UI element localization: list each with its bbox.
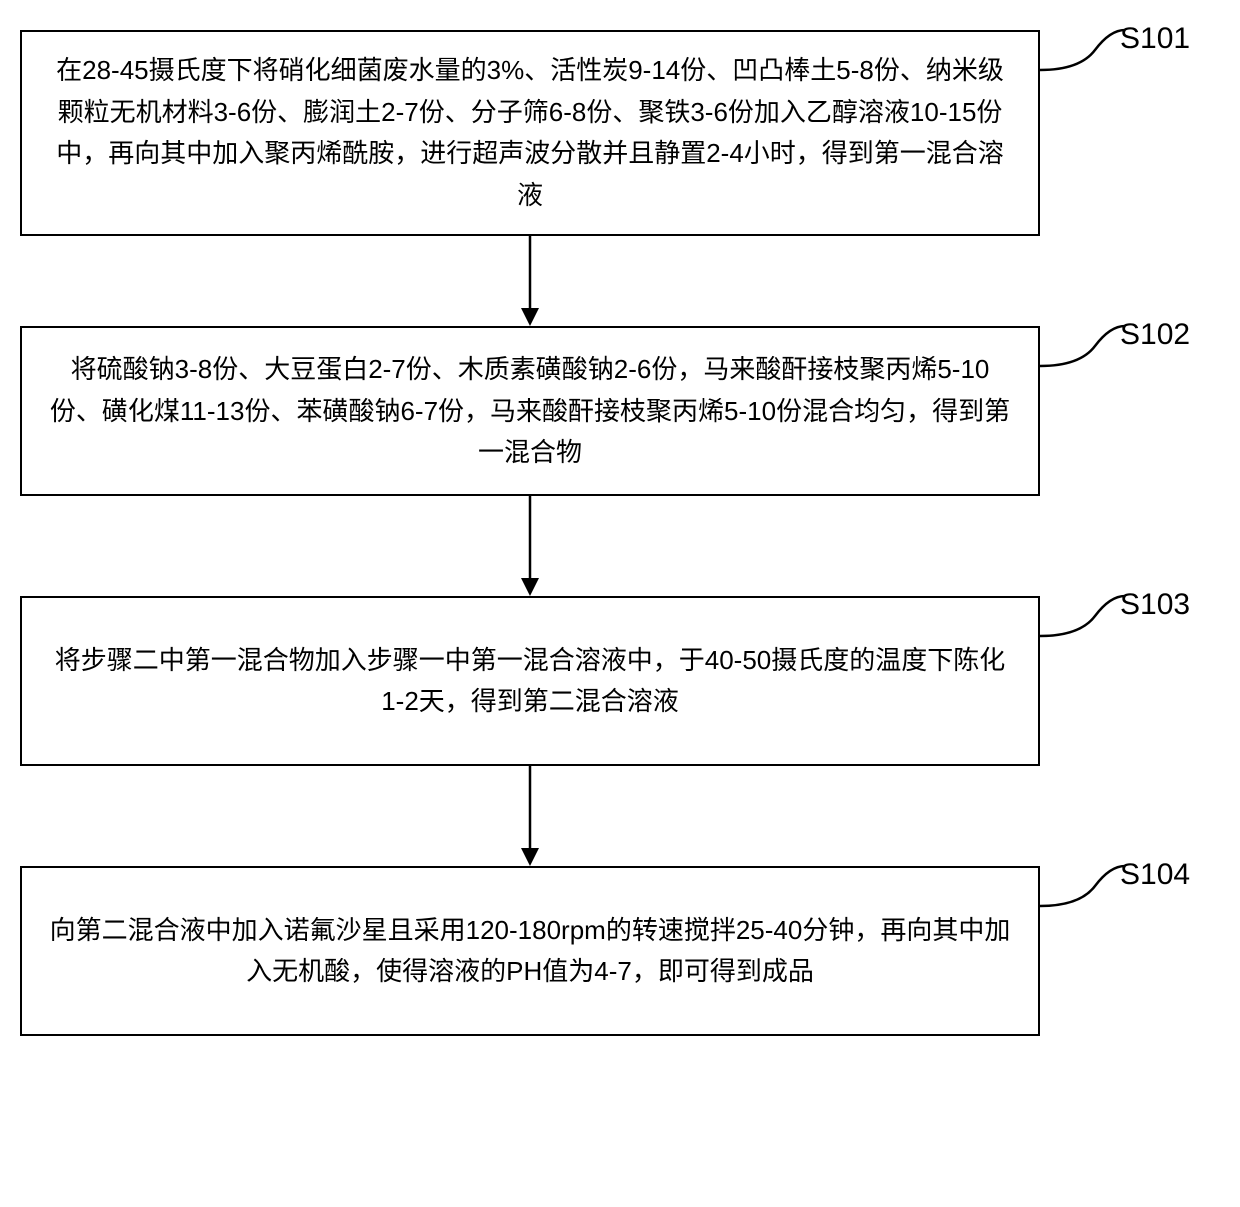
step-row: 向第二混合液中加入诺氟沙星且采用120-180rpm的转速搅拌25-40分钟，再… xyxy=(20,866,1220,1036)
connector-curve xyxy=(1040,866,1130,916)
step-label: S102 xyxy=(1120,318,1190,352)
step-label: S104 xyxy=(1120,858,1190,892)
connector-curve xyxy=(1040,596,1130,646)
step-row: 将硫酸钠3-8份、大豆蛋白2-7份、木质素磺酸钠2-6份，马来酸酐接枝聚丙烯5-… xyxy=(20,326,1220,496)
arrow-wrap xyxy=(20,766,1040,866)
arrow-down-icon xyxy=(510,766,550,866)
step-box-s101: 在28-45摄氏度下将硝化细菌废水量的3%、活性炭9-14份、凹凸棒土5-8份、… xyxy=(20,30,1040,236)
connector-curve xyxy=(1040,30,1130,80)
step-text: 将硫酸钠3-8份、大豆蛋白2-7份、木质素磺酸钠2-6份，马来酸酐接枝聚丙烯5-… xyxy=(46,349,1014,474)
step-label: S103 xyxy=(1120,588,1190,622)
step-row: 在28-45摄氏度下将硝化细菌废水量的3%、活性炭9-14份、凹凸棒土5-8份、… xyxy=(20,30,1220,236)
step-text: 在28-45摄氏度下将硝化细菌废水量的3%、活性炭9-14份、凹凸棒土5-8份、… xyxy=(46,50,1014,216)
step-text: 将步骤二中第一混合物加入步骤一中第一混合溶液中，于40-50摄氏度的温度下陈化1… xyxy=(46,640,1014,723)
step-label: S101 xyxy=(1120,22,1190,56)
step-text: 向第二混合液中加入诺氟沙星且采用120-180rpm的转速搅拌25-40分钟，再… xyxy=(46,910,1014,993)
flowchart-container: 在28-45摄氏度下将硝化细菌废水量的3%、活性炭9-14份、凹凸棒土5-8份、… xyxy=(20,30,1220,1036)
step-row: 将步骤二中第一混合物加入步骤一中第一混合溶液中，于40-50摄氏度的温度下陈化1… xyxy=(20,596,1220,766)
step-box-s104: 向第二混合液中加入诺氟沙星且采用120-180rpm的转速搅拌25-40分钟，再… xyxy=(20,866,1040,1036)
step-box-s103: 将步骤二中第一混合物加入步骤一中第一混合溶液中，于40-50摄氏度的温度下陈化1… xyxy=(20,596,1040,766)
arrow-down-icon xyxy=(510,496,550,596)
connector-curve xyxy=(1040,326,1130,376)
arrow-wrap xyxy=(20,496,1040,596)
arrow-wrap xyxy=(20,236,1040,326)
step-box-s102: 将硫酸钠3-8份、大豆蛋白2-7份、木质素磺酸钠2-6份，马来酸酐接枝聚丙烯5-… xyxy=(20,326,1040,496)
arrow-down-icon xyxy=(510,236,550,326)
